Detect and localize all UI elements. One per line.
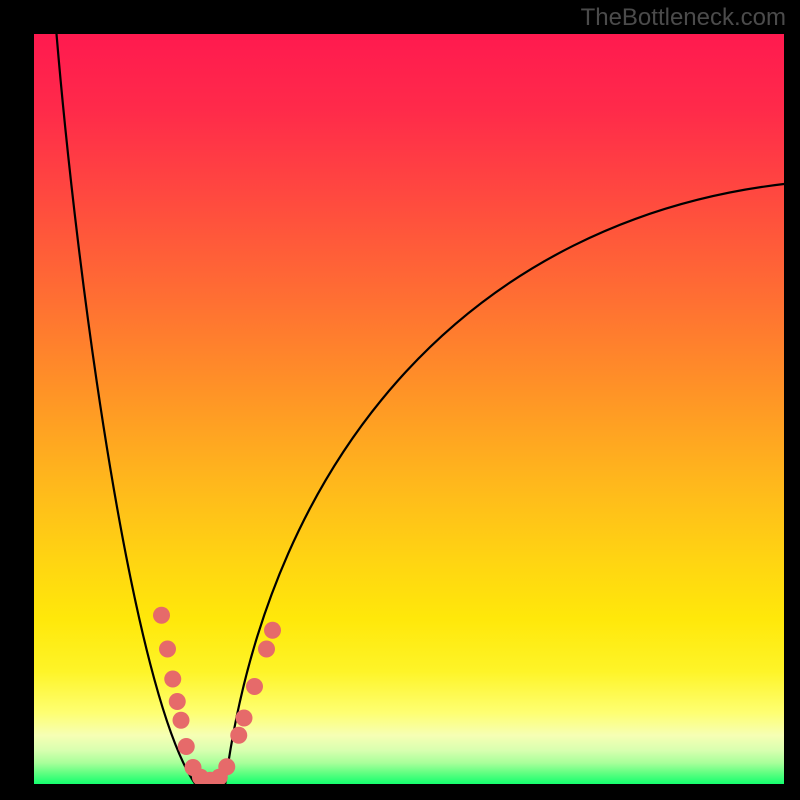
- marker-dot: [153, 607, 170, 624]
- curve-overlay: [34, 34, 784, 784]
- marker-dot: [173, 712, 190, 729]
- bottleneck-curve: [57, 34, 785, 784]
- marker-dot: [264, 622, 281, 639]
- marker-dot: [230, 727, 247, 744]
- marker-dot: [236, 710, 253, 727]
- marker-dot: [218, 758, 235, 775]
- marker-dot: [258, 641, 275, 658]
- marker-dot: [169, 693, 186, 710]
- marker-dot: [178, 738, 195, 755]
- marker-dot: [164, 671, 181, 688]
- plot-area: [34, 34, 784, 784]
- marker-dot: [246, 678, 263, 695]
- marker-group: [153, 607, 281, 784]
- marker-dot: [159, 641, 176, 658]
- watermark-text: TheBottleneck.com: [581, 4, 786, 32]
